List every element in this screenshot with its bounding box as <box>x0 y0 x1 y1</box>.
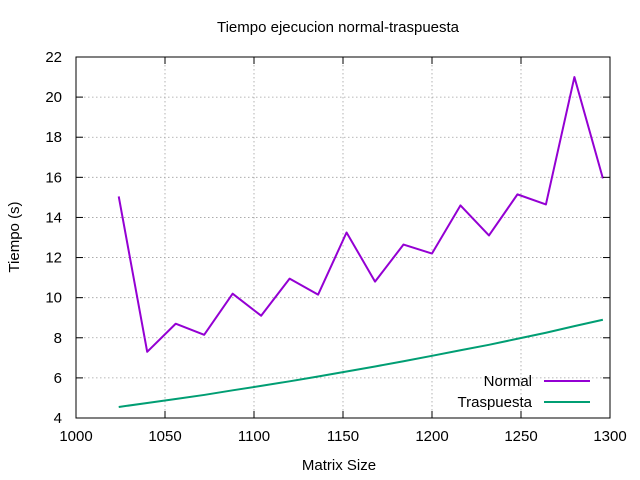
x-axis-label: Matrix Size <box>302 457 376 474</box>
series-line-normal <box>117 76 604 353</box>
x-tick-label: 1250 <box>504 428 537 445</box>
x-tick-label: 1000 <box>59 428 92 445</box>
legend: Normal Traspuesta <box>458 373 590 411</box>
series-line-traspuesta <box>118 318 604 408</box>
series-lines <box>117 76 604 408</box>
y-tick-label: 20 <box>45 89 62 106</box>
y-tick-label: 12 <box>45 250 62 267</box>
x-tick-label: 1050 <box>148 428 181 445</box>
x-tick-label: 1100 <box>238 428 270 445</box>
y-tick-label: 4 <box>54 410 62 427</box>
y-tick-label: 22 <box>45 49 62 66</box>
legend-label-normal: Normal <box>484 373 532 390</box>
x-tick-label: 1300 <box>593 428 626 445</box>
y-tick-label: 16 <box>45 169 62 186</box>
x-tick-label: 1150 <box>327 428 359 445</box>
legend-label-traspuesta: Traspuesta <box>458 394 533 411</box>
x-tick-label: 1200 <box>415 428 448 445</box>
y-tick-label: 10 <box>45 290 62 307</box>
y-tick-label: 8 <box>54 330 62 347</box>
chart-title: Tiempo ejecucion normal-traspuesta <box>217 19 460 36</box>
y-tick-label: 14 <box>45 209 62 226</box>
y-tick-label: 6 <box>54 370 62 387</box>
axis-ticks: 4 6 8 10 12 14 16 18 20 22 1000 1050 1100 1150 1200 125… <box>45 49 626 445</box>
y-axis-label: Tiempo (s) <box>6 201 23 272</box>
y-tick-label: 18 <box>45 129 62 146</box>
